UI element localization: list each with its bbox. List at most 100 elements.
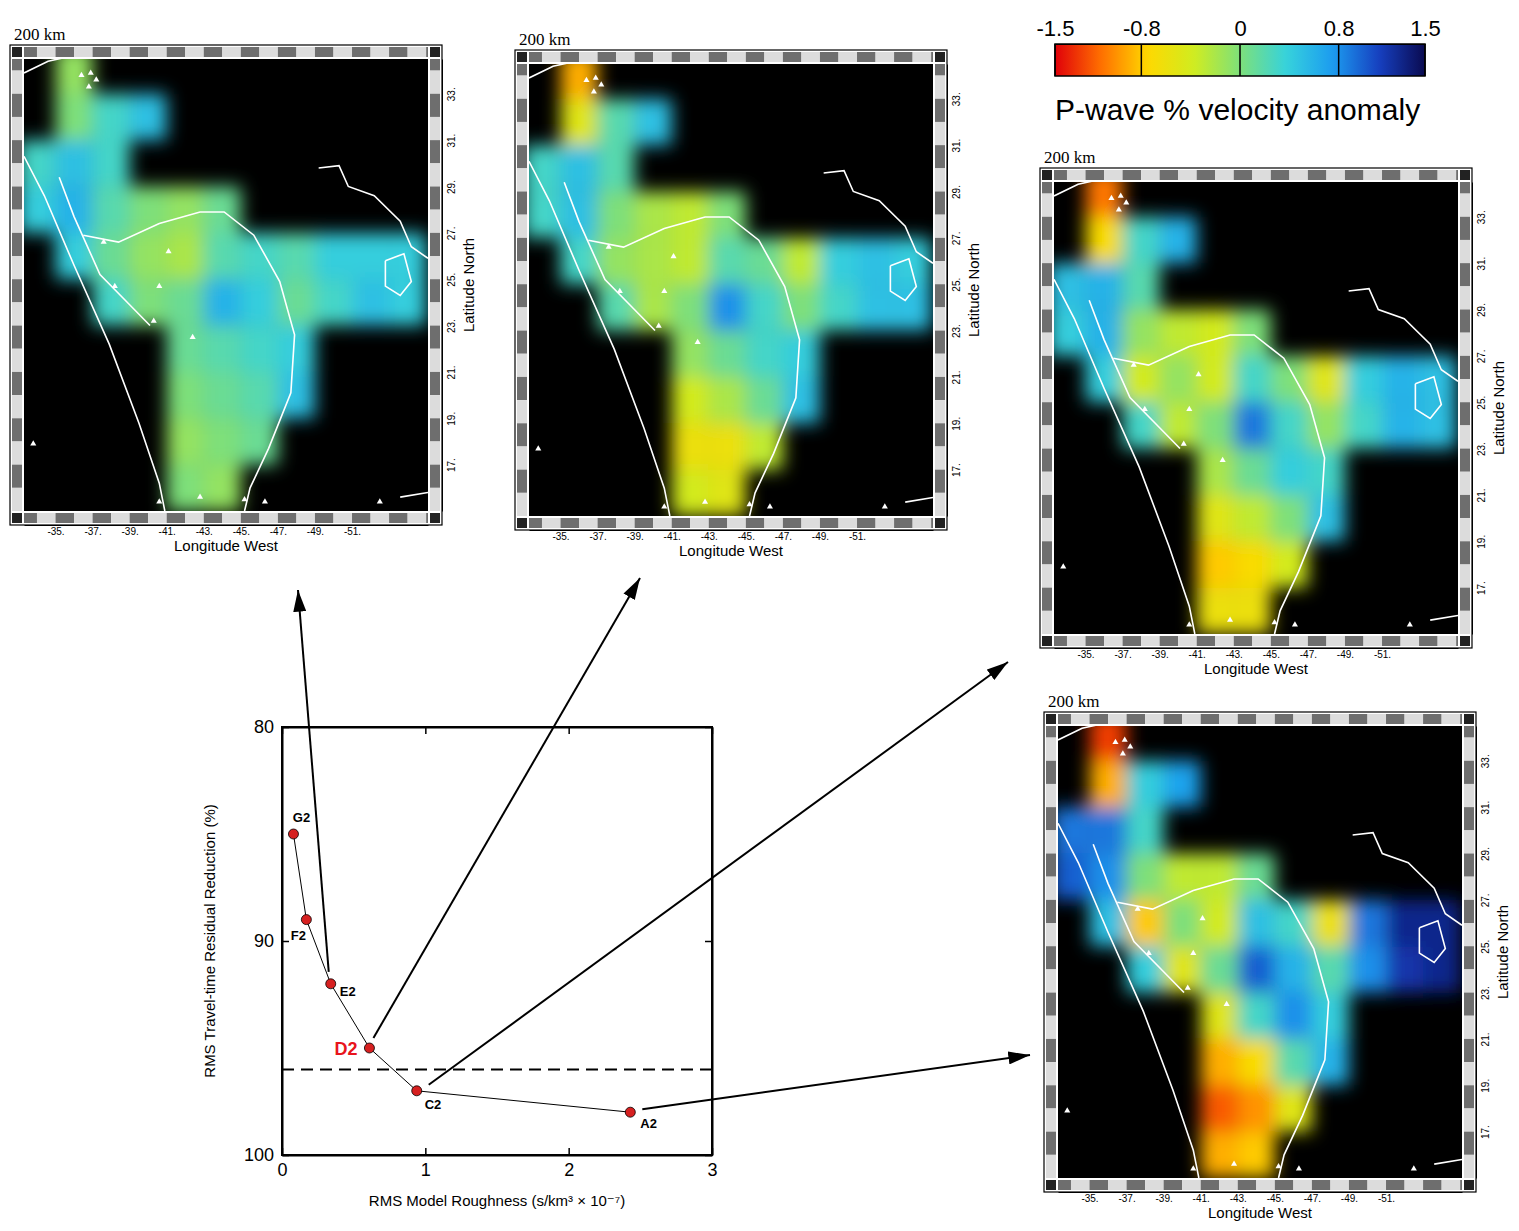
frame-segment bbox=[1460, 611, 1470, 634]
tick-label: 19. bbox=[1480, 1079, 1491, 1093]
frame-segment bbox=[1312, 1180, 1331, 1190]
tick-mark bbox=[705, 727, 712, 729]
velocity-cell bbox=[1271, 541, 1308, 587]
frame-segment bbox=[1460, 333, 1470, 356]
frame-corner bbox=[1464, 1180, 1474, 1190]
frame-segment bbox=[935, 191, 945, 214]
velocity-cell bbox=[1312, 946, 1349, 992]
y-axis-right bbox=[705, 728, 713, 1156]
frame-segment bbox=[1464, 1062, 1474, 1085]
frame-segment bbox=[1042, 240, 1052, 263]
frame-segment bbox=[315, 47, 334, 57]
velocity-cell bbox=[1197, 309, 1234, 355]
velocity-cell bbox=[1086, 356, 1123, 402]
frame-segment bbox=[746, 518, 765, 528]
station bbox=[101, 239, 107, 244]
velocity-cell bbox=[1197, 402, 1234, 448]
frame-segment bbox=[1197, 170, 1216, 180]
colorbar-axis: -1.5-0.800.81.5 bbox=[1037, 16, 1441, 45]
velocity-cell bbox=[93, 140, 130, 186]
y-axis: 17.19.21.23.25.27.29.31.33. bbox=[442, 60, 457, 512]
frame-segment bbox=[1219, 714, 1238, 724]
frame-segment bbox=[1438, 636, 1457, 646]
tick: 23. bbox=[1476, 986, 1491, 1000]
velocity-cell bbox=[709, 331, 746, 377]
tick: 2 bbox=[564, 1148, 574, 1180]
coastline bbox=[588, 217, 799, 516]
tick: 1.5 bbox=[1410, 16, 1441, 44]
frame-segment bbox=[430, 94, 440, 117]
tick-label: 27. bbox=[1480, 893, 1491, 907]
tick-mark bbox=[425, 727, 427, 734]
tick-label: -47. bbox=[775, 531, 792, 542]
frame-segment bbox=[1046, 1062, 1056, 1085]
frame-segment bbox=[935, 99, 945, 122]
frame-corner bbox=[12, 513, 22, 523]
y-axis-title: Latitude North bbox=[1490, 361, 1507, 455]
velocity-cell bbox=[1127, 853, 1164, 899]
frame-segment bbox=[1464, 1085, 1474, 1108]
frame-segment bbox=[430, 372, 440, 395]
tick: -43. bbox=[1230, 1192, 1247, 1204]
tick-label: -49. bbox=[812, 531, 829, 542]
frame-segment bbox=[148, 513, 167, 523]
velocity-cell bbox=[1201, 946, 1238, 992]
tick-label: 23. bbox=[1476, 442, 1487, 456]
axis-line bbox=[442, 60, 443, 512]
x-axis-title: Longitude West bbox=[1204, 660, 1309, 677]
frame-segment bbox=[1464, 946, 1474, 969]
frame-segment bbox=[1042, 286, 1052, 309]
frame-segment bbox=[820, 52, 839, 62]
map-area bbox=[24, 59, 428, 511]
frame-segment bbox=[1234, 170, 1253, 180]
velocity-cell bbox=[56, 233, 93, 279]
tick-label: -43. bbox=[701, 531, 718, 542]
frame-segment bbox=[259, 513, 278, 523]
point-label: F2 bbox=[291, 928, 306, 943]
frame-segment bbox=[1086, 170, 1105, 180]
frame-segment bbox=[1464, 1108, 1474, 1131]
velocity-cell bbox=[1197, 588, 1234, 634]
arrow bbox=[298, 590, 329, 972]
velocity-cells bbox=[1054, 182, 1456, 634]
frame-segment bbox=[1086, 636, 1105, 646]
frame-segment bbox=[1464, 1039, 1474, 1062]
tick-label: 2 bbox=[564, 1160, 574, 1180]
station bbox=[156, 283, 162, 288]
frame-segment bbox=[1464, 1155, 1474, 1178]
frame-segment bbox=[1464, 726, 1474, 738]
tick: -37. bbox=[589, 530, 606, 542]
frame-segment bbox=[12, 418, 22, 441]
frame-segment bbox=[1042, 564, 1052, 587]
frame-segment bbox=[1464, 738, 1474, 761]
frame-segment bbox=[1456, 170, 1458, 180]
tick: 25. bbox=[442, 273, 457, 287]
frame-segment bbox=[1046, 877, 1056, 900]
velocity-cell bbox=[56, 94, 93, 140]
tick-label: -45. bbox=[1263, 649, 1280, 660]
frame-segment bbox=[1058, 1180, 1071, 1190]
frame-segment bbox=[1046, 784, 1056, 807]
velocity-cell bbox=[672, 377, 709, 423]
velocity-cell bbox=[204, 465, 241, 511]
velocity-cell bbox=[167, 326, 204, 372]
station bbox=[1112, 739, 1118, 744]
tick-label: 17. bbox=[1480, 1125, 1491, 1139]
tick: 23. bbox=[442, 319, 457, 333]
velocity-cell bbox=[315, 233, 352, 279]
velocity-cell bbox=[1275, 1039, 1312, 1085]
frame-segment bbox=[1219, 1180, 1238, 1190]
coastline bbox=[1058, 726, 1102, 740]
coastline bbox=[529, 161, 670, 516]
tick-label: 1.5 bbox=[1410, 16, 1441, 41]
velocity-cell bbox=[1386, 900, 1423, 946]
coastline bbox=[385, 254, 411, 296]
frame-segment bbox=[430, 418, 440, 441]
station bbox=[1116, 206, 1122, 211]
threshold-line bbox=[282, 1068, 712, 1070]
velocity-cell bbox=[598, 145, 635, 191]
frame-segment bbox=[1460, 309, 1470, 332]
station bbox=[695, 339, 701, 344]
frame-segment bbox=[635, 52, 654, 62]
velocity-cell bbox=[783, 331, 820, 377]
